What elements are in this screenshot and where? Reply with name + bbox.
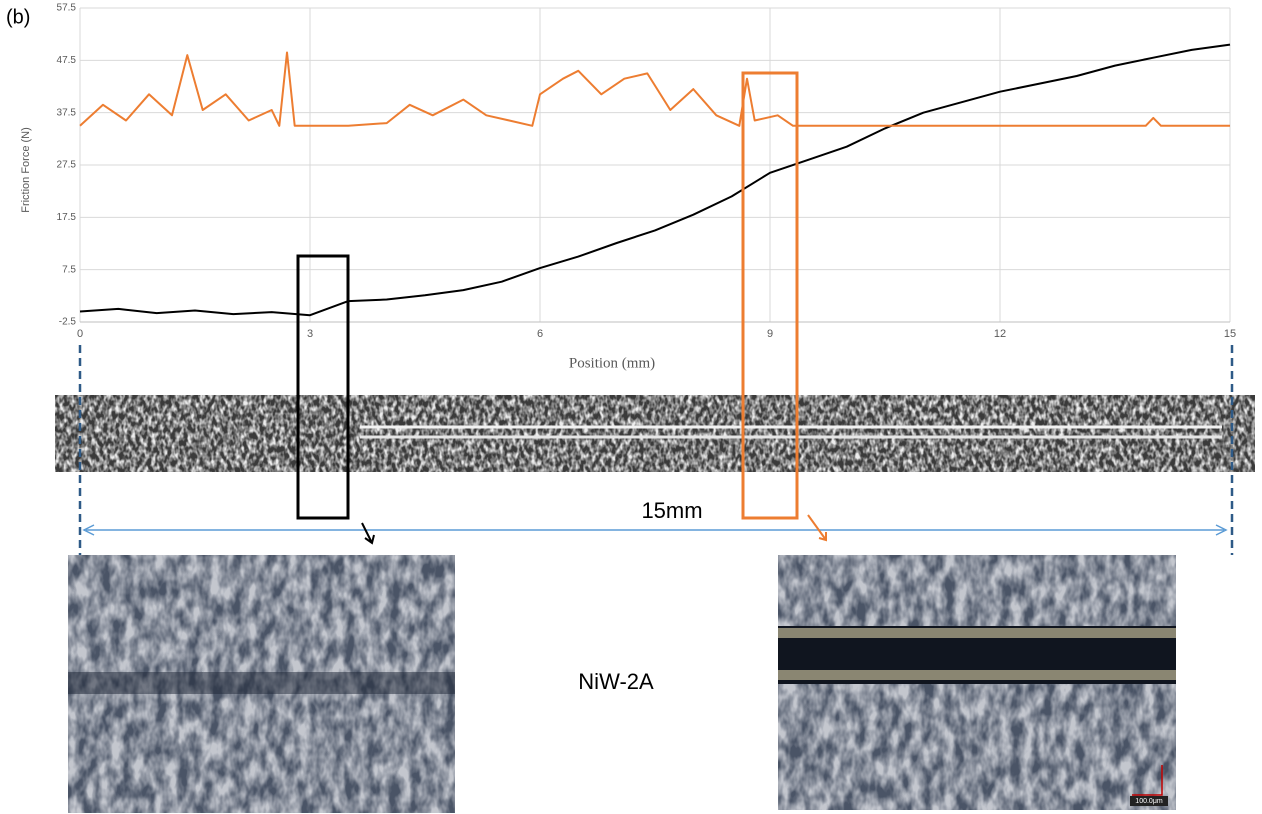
scale-bar-bg: [1130, 796, 1168, 806]
y-tick-label: 17.5: [57, 212, 77, 223]
x-axis-label: Position (mm): [569, 355, 655, 371]
scale-bar-label: 100.0μm: [1135, 798, 1163, 805]
y-tick-label: 27.5: [57, 160, 77, 171]
pointer-arrow: [807, 514, 827, 542]
y-tick-label: -2.5: [59, 317, 77, 328]
track-edge: [778, 670, 1176, 680]
x-tick-label: 3: [307, 328, 313, 340]
y-axis-label: Friction Force (N): [20, 127, 32, 213]
sample-label: NiW-2A: [578, 669, 654, 694]
plot-area: -2.5 7.5 17.5 27.5 37.5 47.5 57.5 0 3 6 9 12 15: [57, 3, 1237, 340]
scale-bar: [1132, 765, 1163, 796]
region-box: [741, 71, 799, 520]
x-tick-label: 15: [1224, 328, 1236, 340]
x-tick-label: 6: [537, 328, 543, 340]
arrow-head: [82, 524, 1228, 536]
x-tick-label: 12: [994, 328, 1006, 340]
y-tick-label: 47.5: [57, 55, 77, 66]
region-box: [296, 254, 350, 520]
y-tick-label: 37.5: [57, 107, 77, 118]
y-tick-label: 57.5: [57, 3, 77, 14]
length-label: 15mm: [641, 498, 702, 523]
data-line: [79, 51, 1230, 127]
panel-label: (b): [6, 6, 30, 28]
data-line: [79, 43, 1231, 317]
y-tick-label: 7.5: [62, 264, 76, 275]
wear-track: [68, 672, 455, 694]
x-tick-label: 9: [767, 328, 773, 340]
pointer-arrow: [361, 522, 375, 545]
track-texture: [55, 395, 1255, 472]
x-tick-label: 0: [77, 328, 83, 340]
track-edge: [778, 628, 1176, 638]
